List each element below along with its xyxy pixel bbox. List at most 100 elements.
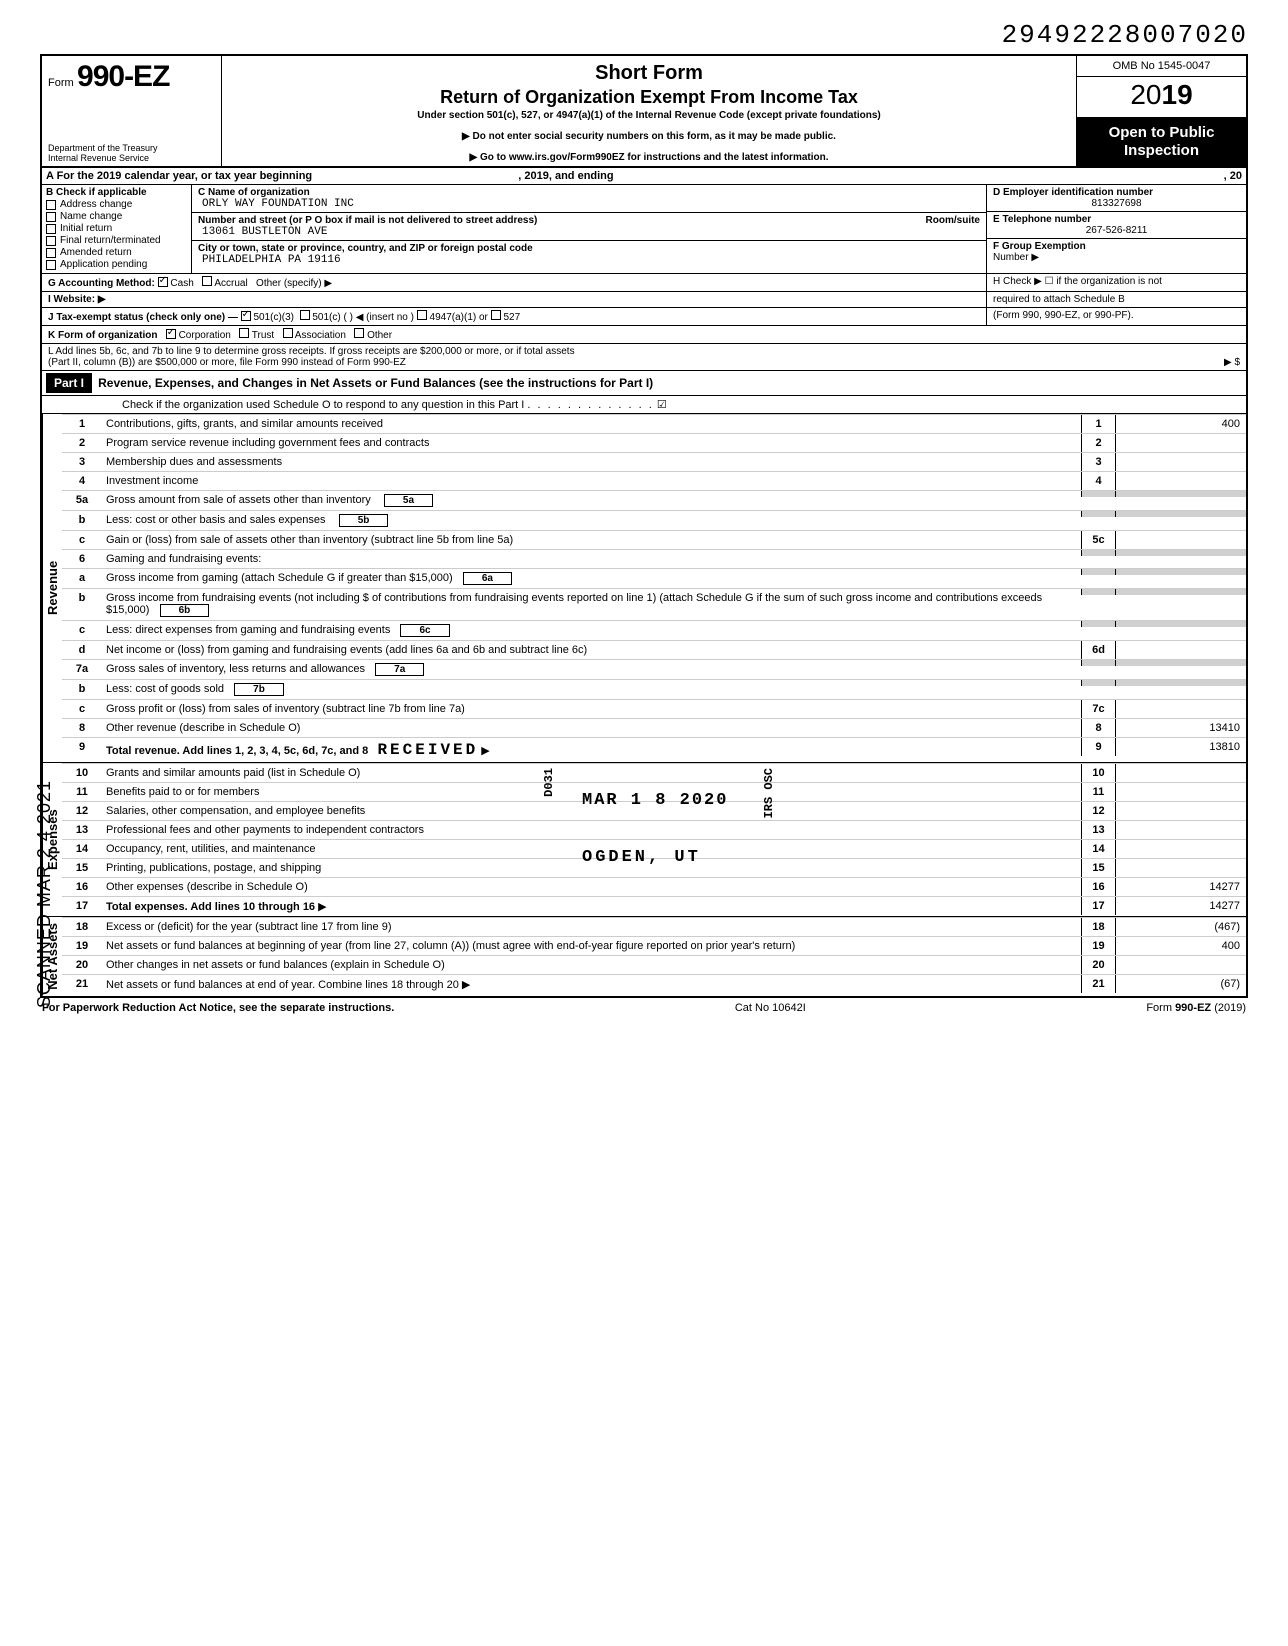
sa6a bbox=[1116, 569, 1246, 575]
ib6a: 6a bbox=[463, 572, 512, 585]
n15: 15 bbox=[62, 859, 102, 877]
form-header: Form 990-EZ Department of the Treasury I… bbox=[42, 56, 1246, 168]
n20: 20 bbox=[62, 956, 102, 974]
n2: 2 bbox=[62, 434, 102, 452]
block-bcd: B Check if applicable Address change Nam… bbox=[42, 185, 1246, 274]
ein: 813327698 bbox=[993, 198, 1240, 209]
netassets-section: Net Assets 18Excess or (deficit) for the… bbox=[42, 917, 1246, 996]
tracking-number: 29492228007020 bbox=[40, 20, 1248, 50]
t14: Occupancy, rent, utilities, and maintena… bbox=[102, 840, 1081, 858]
b3: 3 bbox=[1081, 453, 1116, 471]
lbl-527: 527 bbox=[503, 312, 520, 323]
n5a: 5a bbox=[62, 491, 102, 509]
t7b: Less: cost of goods sold bbox=[106, 683, 224, 695]
chk-final[interactable] bbox=[46, 236, 56, 246]
a11 bbox=[1116, 783, 1246, 789]
b16: 16 bbox=[1081, 878, 1116, 896]
chk-527[interactable] bbox=[491, 310, 501, 320]
chk-pending[interactable] bbox=[46, 260, 56, 270]
n4: 4 bbox=[62, 472, 102, 490]
lbl-501c3: 501(c)(3) bbox=[253, 312, 294, 323]
chk-4947[interactable] bbox=[417, 310, 427, 320]
t6d: Net income or (loss) from gaming and fun… bbox=[102, 641, 1081, 659]
lbl-cash: Cash bbox=[170, 278, 193, 289]
org-street: 13061 BUSTLETON AVE bbox=[202, 226, 980, 238]
c-room-label: Room/suite bbox=[926, 215, 980, 226]
n8: 8 bbox=[62, 719, 102, 737]
chk-address[interactable] bbox=[46, 200, 56, 210]
t16: Other expenses (describe in Schedule O) bbox=[102, 878, 1081, 896]
sh6a bbox=[1081, 569, 1116, 575]
n5b: b bbox=[62, 511, 102, 529]
year-bold: 19 bbox=[1162, 79, 1193, 110]
chk-cash[interactable] bbox=[158, 277, 168, 287]
ib6b: 6b bbox=[160, 604, 210, 617]
phone: 267-526-8211 bbox=[993, 225, 1240, 236]
sa6 bbox=[1116, 550, 1246, 556]
a14 bbox=[1116, 840, 1246, 846]
lbl-pending: Application pending bbox=[60, 259, 147, 270]
ib6c: 6c bbox=[400, 624, 449, 637]
a8: 13410 bbox=[1116, 719, 1246, 737]
h-label: H Check ▶ ☐ if the organization is not bbox=[986, 274, 1246, 291]
t9: Total revenue. Add lines 1, 2, 3, 4, 5c,… bbox=[106, 745, 368, 757]
row-a-left: A For the 2019 calendar year, or tax yea… bbox=[46, 170, 312, 182]
chk-amended[interactable] bbox=[46, 248, 56, 258]
chk-name[interactable] bbox=[46, 212, 56, 222]
b20: 20 bbox=[1081, 956, 1116, 974]
a16: 14277 bbox=[1116, 878, 1246, 896]
t4: Investment income bbox=[102, 472, 1081, 490]
a17: 14277 bbox=[1116, 897, 1246, 915]
part1-header-row: Part I Revenue, Expenses, and Changes in… bbox=[42, 371, 1246, 396]
ib5a: 5a bbox=[384, 494, 433, 507]
chk-trust[interactable] bbox=[239, 328, 249, 338]
ib7b: 7b bbox=[234, 683, 284, 696]
t21: Net assets or fund balances at end of ye… bbox=[106, 979, 459, 991]
c-city-label: City or town, state or province, country… bbox=[198, 243, 980, 254]
a18: (467) bbox=[1116, 918, 1246, 936]
a19: 400 bbox=[1116, 937, 1246, 955]
sh5a bbox=[1081, 491, 1116, 497]
n6a: a bbox=[62, 569, 102, 587]
ssn-notice: ▶ Do not enter social security numbers o… bbox=[228, 131, 1070, 142]
sa5a bbox=[1116, 491, 1246, 497]
sa6b bbox=[1116, 589, 1246, 595]
chk-501c3[interactable] bbox=[241, 311, 251, 321]
g-label: G Accounting Method: bbox=[48, 278, 155, 289]
stamp-received: RECEIVED bbox=[377, 741, 478, 759]
chk-other-org[interactable] bbox=[354, 328, 364, 338]
netassets-label: Net Assets bbox=[42, 917, 62, 996]
chk-501c[interactable] bbox=[300, 310, 310, 320]
a2 bbox=[1116, 434, 1246, 440]
sa7b bbox=[1116, 680, 1246, 686]
ib7a: 7a bbox=[375, 663, 424, 676]
b12: 12 bbox=[1081, 802, 1116, 820]
t19: Net assets or fund balances at beginning… bbox=[102, 937, 1081, 955]
sh7a bbox=[1081, 660, 1116, 666]
part1-checkbox[interactable]: ☑ bbox=[657, 399, 667, 411]
org-name: ORLY WAY FOUNDATION INC bbox=[202, 198, 980, 210]
expenses-section: Expenses D031 MAR 1 8 2020 IRS OSC OGDEN… bbox=[42, 763, 1246, 917]
dept-line2: Internal Revenue Service bbox=[48, 154, 215, 164]
a15 bbox=[1116, 859, 1246, 865]
footer-left: For Paperwork Reduction Act Notice, see … bbox=[42, 1002, 394, 1014]
form-prefix: Form bbox=[48, 77, 74, 89]
revenue-label: Revenue bbox=[42, 414, 62, 762]
return-title: Return of Organization Exempt From Incom… bbox=[228, 87, 1070, 108]
b17: 17 bbox=[1081, 897, 1116, 915]
l-arrow: ▶ $ bbox=[1224, 357, 1240, 368]
j-label: J Tax-exempt status (check only one) — bbox=[48, 312, 238, 323]
b18: 18 bbox=[1081, 918, 1116, 936]
t6: Gaming and fundraising events: bbox=[102, 550, 1081, 568]
col-def: D Employer identification number 8133276… bbox=[986, 185, 1246, 273]
a4 bbox=[1116, 472, 1246, 478]
f-label2: Number ▶ bbox=[993, 252, 1039, 263]
row-k: K Form of organization Corporation Trust… bbox=[42, 326, 1246, 344]
t17: Total expenses. Add lines 10 through 16 bbox=[106, 901, 315, 913]
chk-initial[interactable] bbox=[46, 224, 56, 234]
chk-corp[interactable] bbox=[166, 329, 176, 339]
chk-accrual[interactable] bbox=[202, 276, 212, 286]
chk-assoc[interactable] bbox=[283, 328, 293, 338]
c-name-label: C Name of organization bbox=[198, 187, 980, 198]
t5a: Gross amount from sale of assets other t… bbox=[106, 494, 371, 506]
